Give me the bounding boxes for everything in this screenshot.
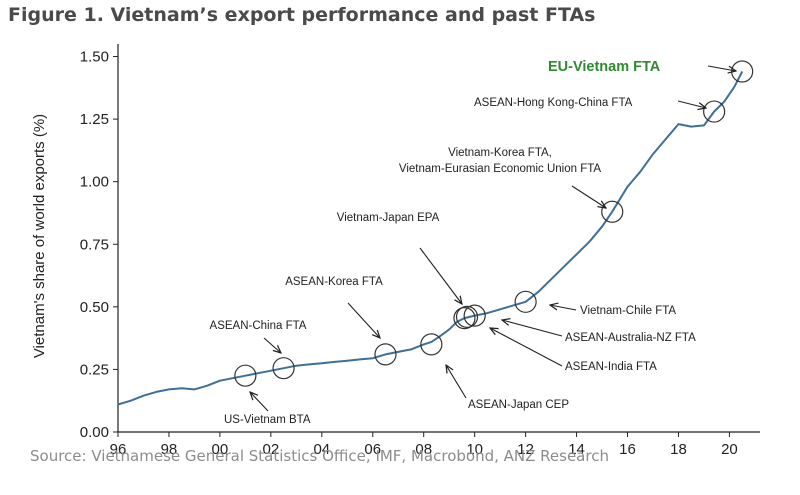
x-tick-label: 12 bbox=[517, 441, 534, 458]
fta-marker-circle bbox=[463, 304, 486, 327]
annotation-label: ASEAN-Australia-NZ FTA bbox=[565, 332, 696, 344]
annotation-label: ASEAN-China FTA bbox=[210, 320, 307, 332]
x-tick-label: 02 bbox=[263, 441, 280, 458]
x-tick-label: 08 bbox=[415, 441, 432, 458]
fta-marker-circle bbox=[455, 305, 479, 328]
y-tick-label: 0.50 bbox=[80, 299, 109, 316]
fta-marker-circle bbox=[420, 333, 443, 356]
annotation-arrow bbox=[571, 185, 606, 208]
annotation-arrow bbox=[677, 100, 706, 108]
y-tick-label: 1.25 bbox=[80, 111, 109, 128]
annotation-arrow bbox=[502, 320, 563, 337]
x-tick-label: 06 bbox=[364, 441, 381, 458]
annotation-arrow bbox=[707, 65, 736, 71]
y-tick-label: 1.00 bbox=[80, 174, 109, 191]
y-tick-label: 0.75 bbox=[80, 236, 109, 253]
annotation-arrow bbox=[347, 302, 380, 338]
annotation-arrow bbox=[550, 305, 577, 311]
fta-marker-circle bbox=[234, 364, 257, 387]
fta-marker-circle bbox=[601, 200, 624, 223]
figure-title: Figure 1. Vietnam’s export performance a… bbox=[8, 4, 596, 26]
annotation-label: EU-Vietnam FTA bbox=[548, 59, 661, 75]
fta-marker-circle bbox=[374, 343, 397, 366]
annotation-arrow bbox=[446, 365, 467, 399]
annotation-label: Vietnam-Chile FTA bbox=[580, 305, 676, 317]
x-tick-label: 18 bbox=[670, 441, 687, 458]
y-tick-label: 0.25 bbox=[80, 361, 109, 378]
annotation-label: Vietnam-Eurasian Economic Union FTA bbox=[399, 163, 602, 175]
y-tick-label: 1.50 bbox=[80, 49, 109, 66]
y-tick-label: 0.00 bbox=[80, 424, 109, 441]
y-axis-label: Vietnam's share of world exports (%) bbox=[31, 114, 48, 358]
annotation-arrow bbox=[263, 337, 281, 353]
annotation-label: ASEAN-Korea FTA bbox=[285, 276, 383, 288]
annotation-label: US-Vietnam BTA bbox=[224, 414, 311, 426]
x-tick-label: 96 bbox=[110, 441, 127, 458]
annotations: EU-Vietnam FTA ASEAN-Hong Kong-China FTA V… bbox=[210, 59, 754, 426]
x-tick-label: 10 bbox=[466, 441, 483, 458]
annotation-label: Vietnam-Korea FTA, bbox=[448, 147, 552, 159]
axes: 0.00 0.25 0.50 0.75 1.00 1.25 1.50 96 98 00 02 04 06… bbox=[80, 44, 760, 458]
annotation-label: ASEAN-Hong Kong-China FTA bbox=[474, 97, 633, 109]
annotation-arrow bbox=[419, 247, 462, 304]
annotation-label: ASEAN-Japan CEP bbox=[468, 399, 569, 411]
x-tick-label: 00 bbox=[212, 441, 229, 458]
fta-marker-circle bbox=[453, 307, 476, 330]
fta-marker-circle bbox=[514, 290, 537, 313]
x-tick-label: 20 bbox=[721, 441, 738, 458]
annotation-arrow bbox=[250, 392, 269, 412]
annotation-label: Vietnam-Japan EPA bbox=[337, 212, 440, 224]
annotation-label: ASEAN-India FTA bbox=[565, 361, 657, 373]
fta-marker-circle bbox=[272, 357, 295, 380]
x-tick-label: 14 bbox=[568, 441, 585, 458]
x-tick-label: 16 bbox=[619, 441, 636, 458]
x-tick-label: 98 bbox=[161, 441, 178, 458]
fta-marker-circle bbox=[703, 100, 726, 123]
x-tick-label: 04 bbox=[313, 441, 330, 458]
figure-source: Source: Vietnamese General Statistics Of… bbox=[30, 447, 609, 465]
annotation-arrow bbox=[490, 328, 563, 367]
